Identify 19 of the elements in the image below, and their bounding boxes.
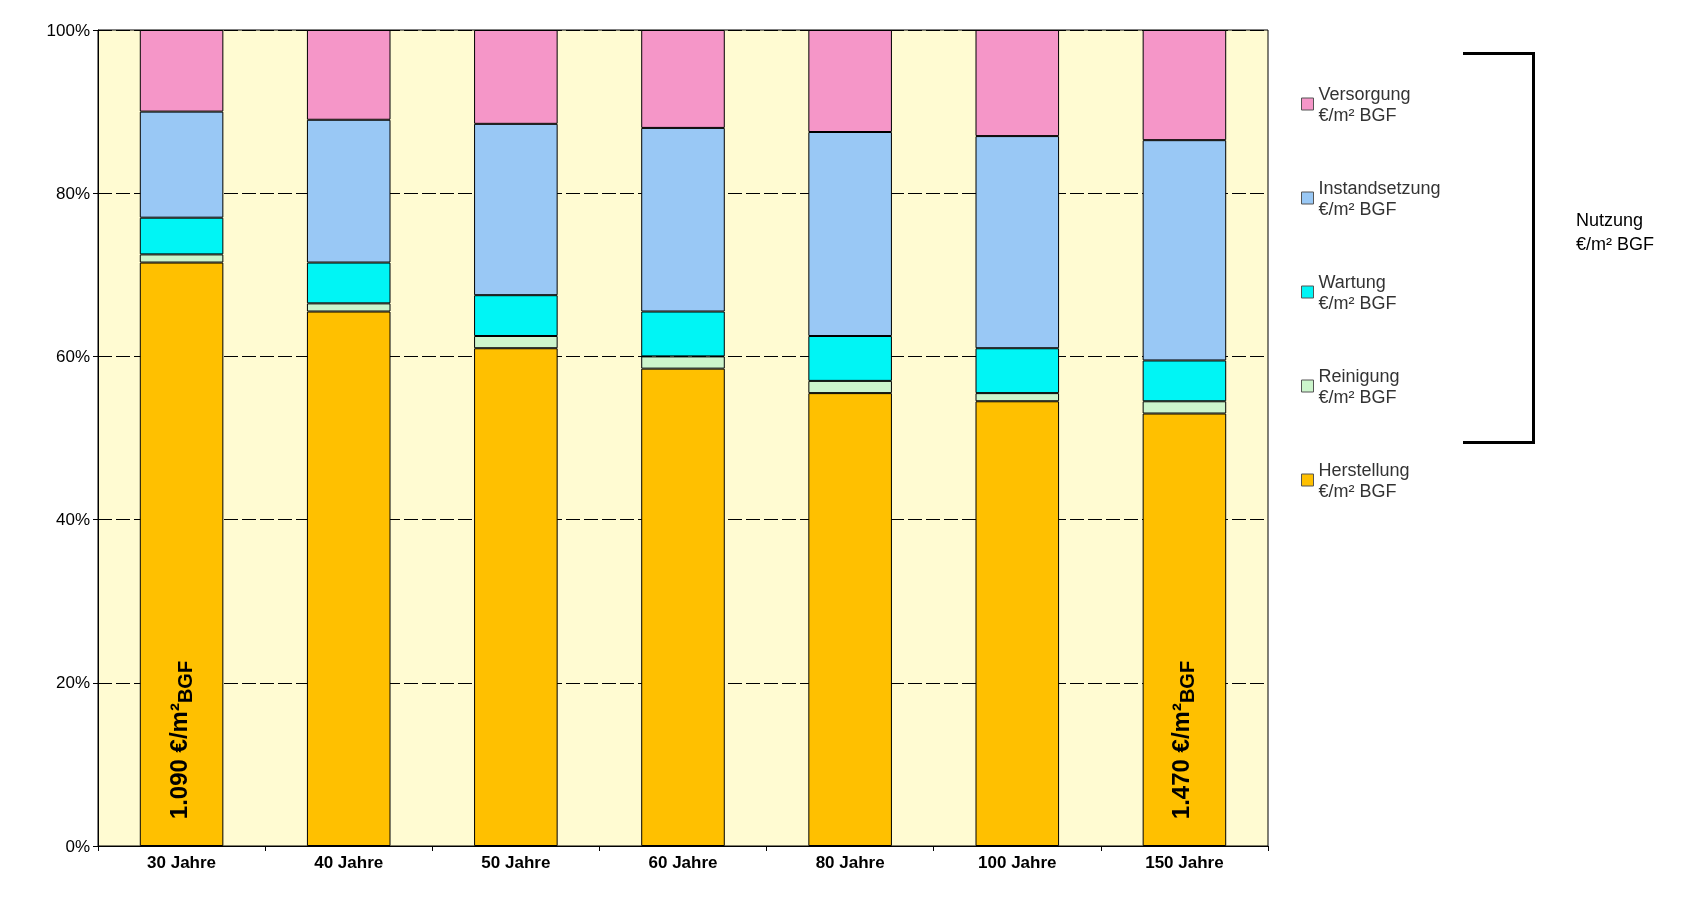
text: Nutzung €/m² BGF — [1576, 209, 1655, 256]
x-tick-label: 150 Jahre — [1145, 853, 1224, 872]
x-tick-label: 40 Jahre — [314, 853, 384, 872]
y-tick-label: 40% — [55, 510, 90, 530]
legend-label: Instandsetzung €/m² BGF — [1318, 177, 1441, 219]
x-tick-label: 100 Jahre — [978, 853, 1057, 872]
x-tick-label: 30 Jahre — [147, 853, 217, 872]
y-tick-label: 20% — [55, 673, 90, 693]
legend-label: Versorgung €/m² BGF — [1318, 83, 1411, 125]
x-tick-label: 60 Jahre — [648, 853, 718, 872]
x-tick-label: 50 Jahre — [481, 853, 551, 872]
legend-label: Wartung €/m² BGF — [1318, 271, 1397, 313]
x-tick-label: 80 Jahre — [815, 853, 885, 872]
legend-label: Reinigung €/m² BGF — [1318, 365, 1400, 407]
legend-label: Herstellung €/m² BGF — [1318, 459, 1410, 501]
y-tick-label: 0% — [65, 836, 90, 856]
y-tick-label: 100% — [46, 20, 90, 40]
y-tick-label: 80% — [55, 183, 90, 203]
y-tick-label: 60% — [55, 346, 90, 366]
